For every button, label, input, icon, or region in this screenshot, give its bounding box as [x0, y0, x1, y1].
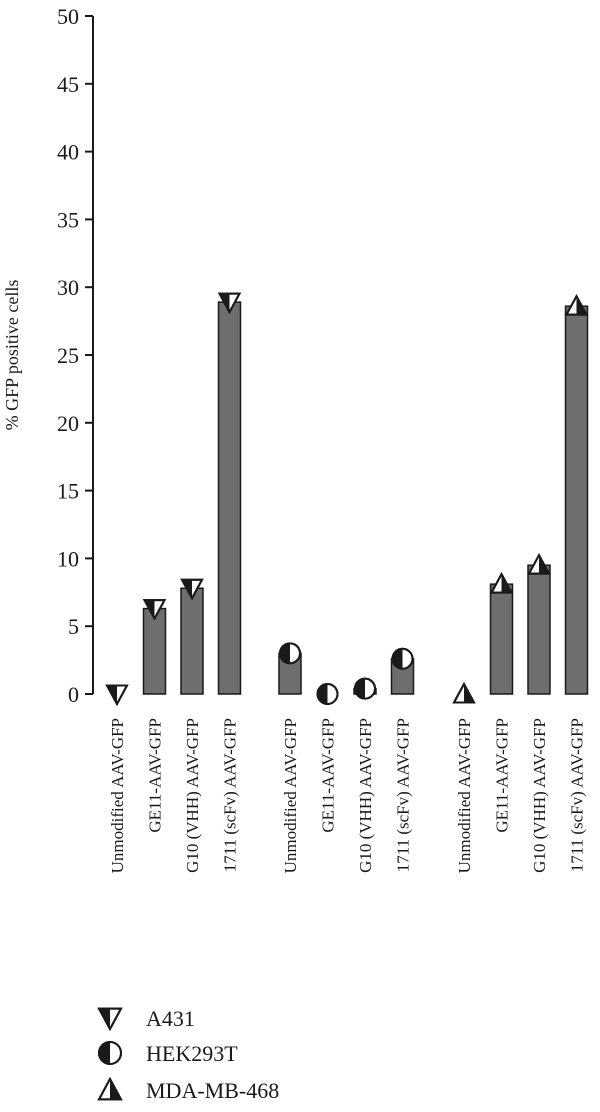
y-tick-label: 35	[57, 207, 79, 232]
y-axis-label: % GFP positive cells	[2, 280, 22, 431]
x-tick-label: GE11-AAV-GFP	[493, 718, 512, 833]
data-point-marker	[391, 647, 414, 670]
x-tick-label: G10 (VHH) AAV-GFP	[183, 718, 202, 873]
bar	[489, 583, 514, 695]
x-tick-label: Unmodified AAV-GFP	[455, 718, 474, 873]
data-point-marker	[316, 683, 339, 705]
x-tick-label: Unmodified AAV-GFP	[108, 718, 127, 873]
y-tick-label: 20	[57, 411, 79, 436]
legend-label: A431	[146, 1006, 195, 1031]
legend-marker	[97, 1076, 123, 1101]
legend-marker	[97, 1007, 123, 1032]
legend: A431 HEK293T MDA-MB-468	[97, 1006, 279, 1103]
data-point-marker	[452, 681, 476, 704]
bar	[564, 305, 589, 695]
bar	[180, 587, 204, 695]
x-tick-label: 1711 (scFv) AAV-GFP	[394, 718, 413, 872]
data-point-marker	[180, 578, 204, 601]
bar	[217, 301, 242, 695]
x-tick-labels: Unmodified AAV-GFP GE11-AAV-GFP G10 (VHH) …	[108, 718, 587, 873]
x-tick-label: 1711 (scFv) AAV-GFP	[221, 718, 240, 872]
y-tick-label: 40	[57, 140, 79, 165]
x-tick-label: GE11-AAV-GFP	[319, 718, 338, 833]
data-point-marker	[489, 572, 514, 594]
legend-label: MDA-MB-468	[146, 1078, 279, 1103]
data-point-marker	[527, 553, 551, 575]
x-tick-label: G10 (VHH) AAV-GFP	[356, 718, 375, 873]
data-point-marker	[564, 294, 589, 316]
y-tick-label: 5	[68, 614, 79, 639]
markers	[105, 292, 589, 707]
bar	[527, 564, 551, 695]
data-point-marker	[279, 642, 301, 665]
x-tick-label: GE11-AAV-GFP	[146, 718, 165, 833]
y-tick-label: 15	[57, 479, 79, 504]
y-axis: 0 5 10 15 20 25 30 35 40 45 50	[57, 4, 94, 707]
data-point-marker	[217, 292, 242, 315]
bars	[142, 301, 589, 695]
data-point-marker	[354, 677, 376, 700]
x-tick-label: G10 (VHH) AAV-GFP	[530, 718, 549, 873]
y-tick-label: 45	[57, 72, 79, 97]
x-tick-label: Unmodified AAV-GFP	[281, 718, 300, 873]
bar	[142, 607, 167, 695]
data-point-marker	[105, 684, 129, 707]
y-tick-label: 25	[57, 343, 79, 368]
data-point-marker	[142, 599, 167, 621]
y-tick-label: 50	[57, 4, 79, 29]
y-tick-label: 10	[57, 546, 79, 571]
legend-marker	[98, 1041, 122, 1065]
x-tick-label: 1711 (scFv) AAV-GFP	[568, 718, 587, 872]
y-tick-label: 0	[68, 682, 79, 707]
legend-label: HEK293T	[146, 1041, 238, 1066]
y-tick-label: 30	[57, 275, 79, 300]
